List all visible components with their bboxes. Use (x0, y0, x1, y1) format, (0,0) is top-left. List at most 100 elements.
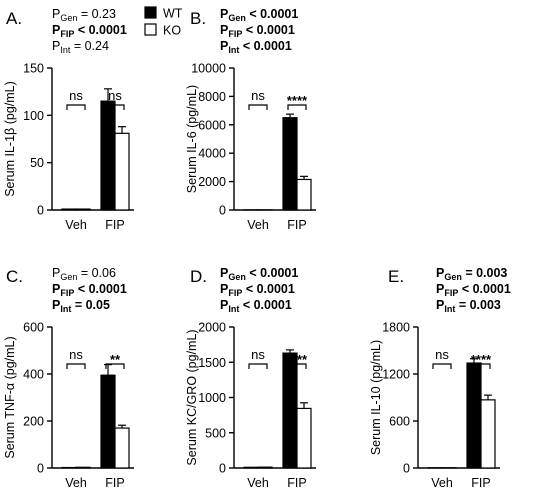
y-tick-label: 400 (23, 368, 44, 382)
y-tick-label: 0 (219, 204, 226, 218)
significance-label-veh: ns (251, 347, 265, 362)
panel-letter: C. (6, 267, 23, 286)
significance-bracket (105, 104, 125, 110)
bar-wt-fip (100, 100, 116, 211)
bar-wt-veh (61, 208, 77, 211)
bar-ko-veh (75, 466, 91, 469)
bar-wt-fip (282, 352, 298, 469)
x-tick-label-veh: Veh (65, 476, 87, 490)
stat-p-gen: PGen < 0.0001 (220, 266, 298, 282)
x-tick-label-veh: Veh (247, 218, 269, 232)
y-tick-label: 50 (30, 156, 44, 170)
legend-label-ko: KO (163, 24, 181, 38)
bar-ko-fip (114, 132, 130, 211)
bar-wt-fip (100, 374, 116, 469)
legend-label-wt: WT (163, 7, 183, 21)
y-tick-label: 2000 (198, 175, 226, 189)
y-tick-label: 600 (389, 415, 410, 429)
significance-label-veh: ns (435, 347, 449, 362)
x-tick-label-veh: Veh (65, 218, 87, 232)
bar-ko-veh (257, 466, 273, 469)
y-tick-label: 4000 (198, 147, 226, 161)
significance-bracket (471, 363, 491, 369)
significance-bracket (248, 363, 268, 369)
bar-wt-veh (243, 466, 259, 469)
significance-bracket (105, 363, 125, 369)
stat-p-gen: PGen = 0.06 (52, 266, 116, 282)
x-tick-label-fip: FIP (471, 476, 490, 490)
significance-bracket (66, 104, 86, 110)
legend: WT KO (144, 6, 183, 38)
significance-label-fip: ns (108, 88, 122, 103)
y-tick-label: 1000 (198, 391, 226, 405)
significance-label-fip: **** (287, 93, 308, 108)
panel-letter: B. (190, 9, 206, 28)
x-tick-label-veh: Veh (431, 476, 453, 490)
significance-bracket (248, 104, 268, 110)
y-tick-label: 6000 (198, 118, 226, 132)
significance-bracket (66, 363, 86, 369)
x-tick-label-fip: FIP (105, 476, 124, 490)
stat-p-fip: PFIP < 0.0001 (52, 23, 127, 39)
y-tick-label: 1200 (382, 368, 410, 382)
stat-p-int: PInt < 0.0001 (220, 298, 292, 314)
y-tick-label: 2000 (198, 321, 226, 335)
significance-bracket (287, 104, 307, 110)
stat-p-int: PInt = 0.003 (436, 298, 501, 314)
y-tick-label: 0 (37, 204, 44, 218)
y-tick-label: 150 (23, 62, 44, 76)
y-axis-label: Serum IL-10 (pg/mL) (369, 340, 383, 455)
y-axis-label: Serum IL-1β (pg/mL) (3, 81, 17, 197)
stat-p-fip: PFIP < 0.0001 (436, 282, 511, 298)
significance-bracket (432, 363, 452, 369)
significance-label-veh: ns (69, 347, 83, 362)
x-tick-label-fip: FIP (287, 218, 306, 232)
y-tick-label: 8000 (198, 90, 226, 104)
significance-label-fip: **** (471, 352, 492, 367)
legend-swatch-ko (144, 23, 157, 36)
bar-ko-fip (296, 407, 312, 469)
panel-letter: A. (6, 9, 22, 28)
bar-ko-fip (480, 399, 496, 469)
y-tick-label: 1800 (382, 321, 410, 335)
y-tick-label: 200 (23, 415, 44, 429)
y-tick-label: 600 (23, 321, 44, 335)
stat-p-int: PInt = 0.05 (52, 298, 110, 314)
y-tick-label: 100 (23, 109, 44, 123)
y-tick-label: 0 (37, 462, 44, 476)
y-tick-label: 10000 (191, 62, 226, 76)
stat-p-int: PInt < 0.0001 (220, 39, 292, 55)
x-tick-label-fip: FIP (105, 218, 124, 232)
stat-p-gen: PGen < 0.0001 (220, 7, 298, 23)
significance-label-veh: ns (251, 88, 265, 103)
x-tick-label-fip: FIP (287, 476, 306, 490)
stat-p-fip: PFIP < 0.0001 (52, 282, 127, 298)
significance-bracket (287, 363, 307, 369)
bar-ko-fip (114, 427, 130, 469)
panel-letter: D. (190, 267, 207, 286)
significance-label-fip: **** (287, 352, 308, 367)
y-tick-label: 500 (205, 426, 226, 440)
y-axis-label: Serum KC/GRO (pg/mL) (185, 329, 199, 465)
bar-wt-fip (282, 117, 298, 211)
y-tick-label: 1500 (198, 356, 226, 370)
stat-p-fip: PFIP < 0.0001 (220, 23, 295, 39)
legend-swatch-wt (144, 6, 157, 19)
x-tick-label-veh: Veh (247, 476, 269, 490)
y-axis-label: Serum IL-6 (pg/mL) (185, 85, 199, 193)
significance-label-fip: ** (110, 352, 121, 367)
y-tick-label: 0 (219, 462, 226, 476)
bar-ko-veh (75, 208, 91, 211)
stat-p-fip: PFIP < 0.0001 (220, 282, 295, 298)
panel-letter: E. (388, 267, 404, 286)
significance-label-veh: ns (69, 88, 83, 103)
stat-p-int: PInt = 0.24 (52, 39, 109, 55)
bar-wt-fip (466, 362, 482, 469)
stat-p-gen: PGen = 0.23 (52, 7, 116, 23)
